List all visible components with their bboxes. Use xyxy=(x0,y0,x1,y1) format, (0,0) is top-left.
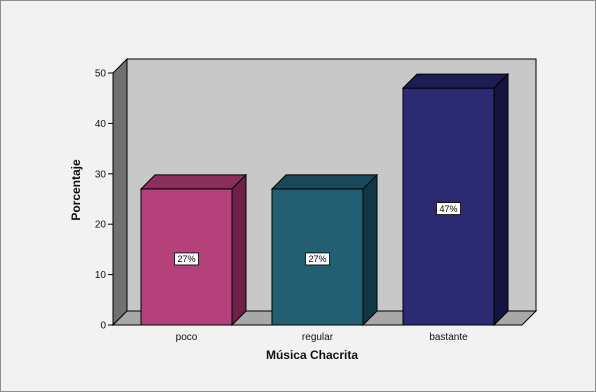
y-axis-title: Porcentaje xyxy=(69,159,83,221)
x-axis-title: Música Chacrita xyxy=(266,348,358,362)
bar-side xyxy=(493,72,509,327)
bar-side xyxy=(362,173,378,327)
data-label: 27% xyxy=(308,254,326,264)
bar-side xyxy=(231,173,247,327)
bar-top xyxy=(401,73,510,89)
y-tick-label: 50 xyxy=(95,69,107,80)
y-tick-label: 10 xyxy=(95,270,107,281)
y-tick-label: 20 xyxy=(95,220,107,231)
x-tick-label: bastante xyxy=(429,332,468,343)
data-label-box xyxy=(436,202,461,215)
data-label-box xyxy=(174,252,199,266)
bar-top xyxy=(139,174,248,190)
x-tick-label: regular xyxy=(302,332,334,343)
y-tick-label: 30 xyxy=(95,169,107,180)
y-tick-label: 0 xyxy=(100,321,106,332)
data-label-box xyxy=(305,252,330,266)
x-tick-label: poco xyxy=(176,332,198,343)
y-tick-label: 40 xyxy=(95,119,107,130)
plot-side-wall xyxy=(112,57,128,327)
data-label: 47% xyxy=(439,204,457,214)
labels: 0 10 20 30 40 50 27% poco 27% regular 47% bastante xyxy=(95,69,468,344)
data-label: 27% xyxy=(177,254,195,264)
bar-top xyxy=(270,174,379,190)
